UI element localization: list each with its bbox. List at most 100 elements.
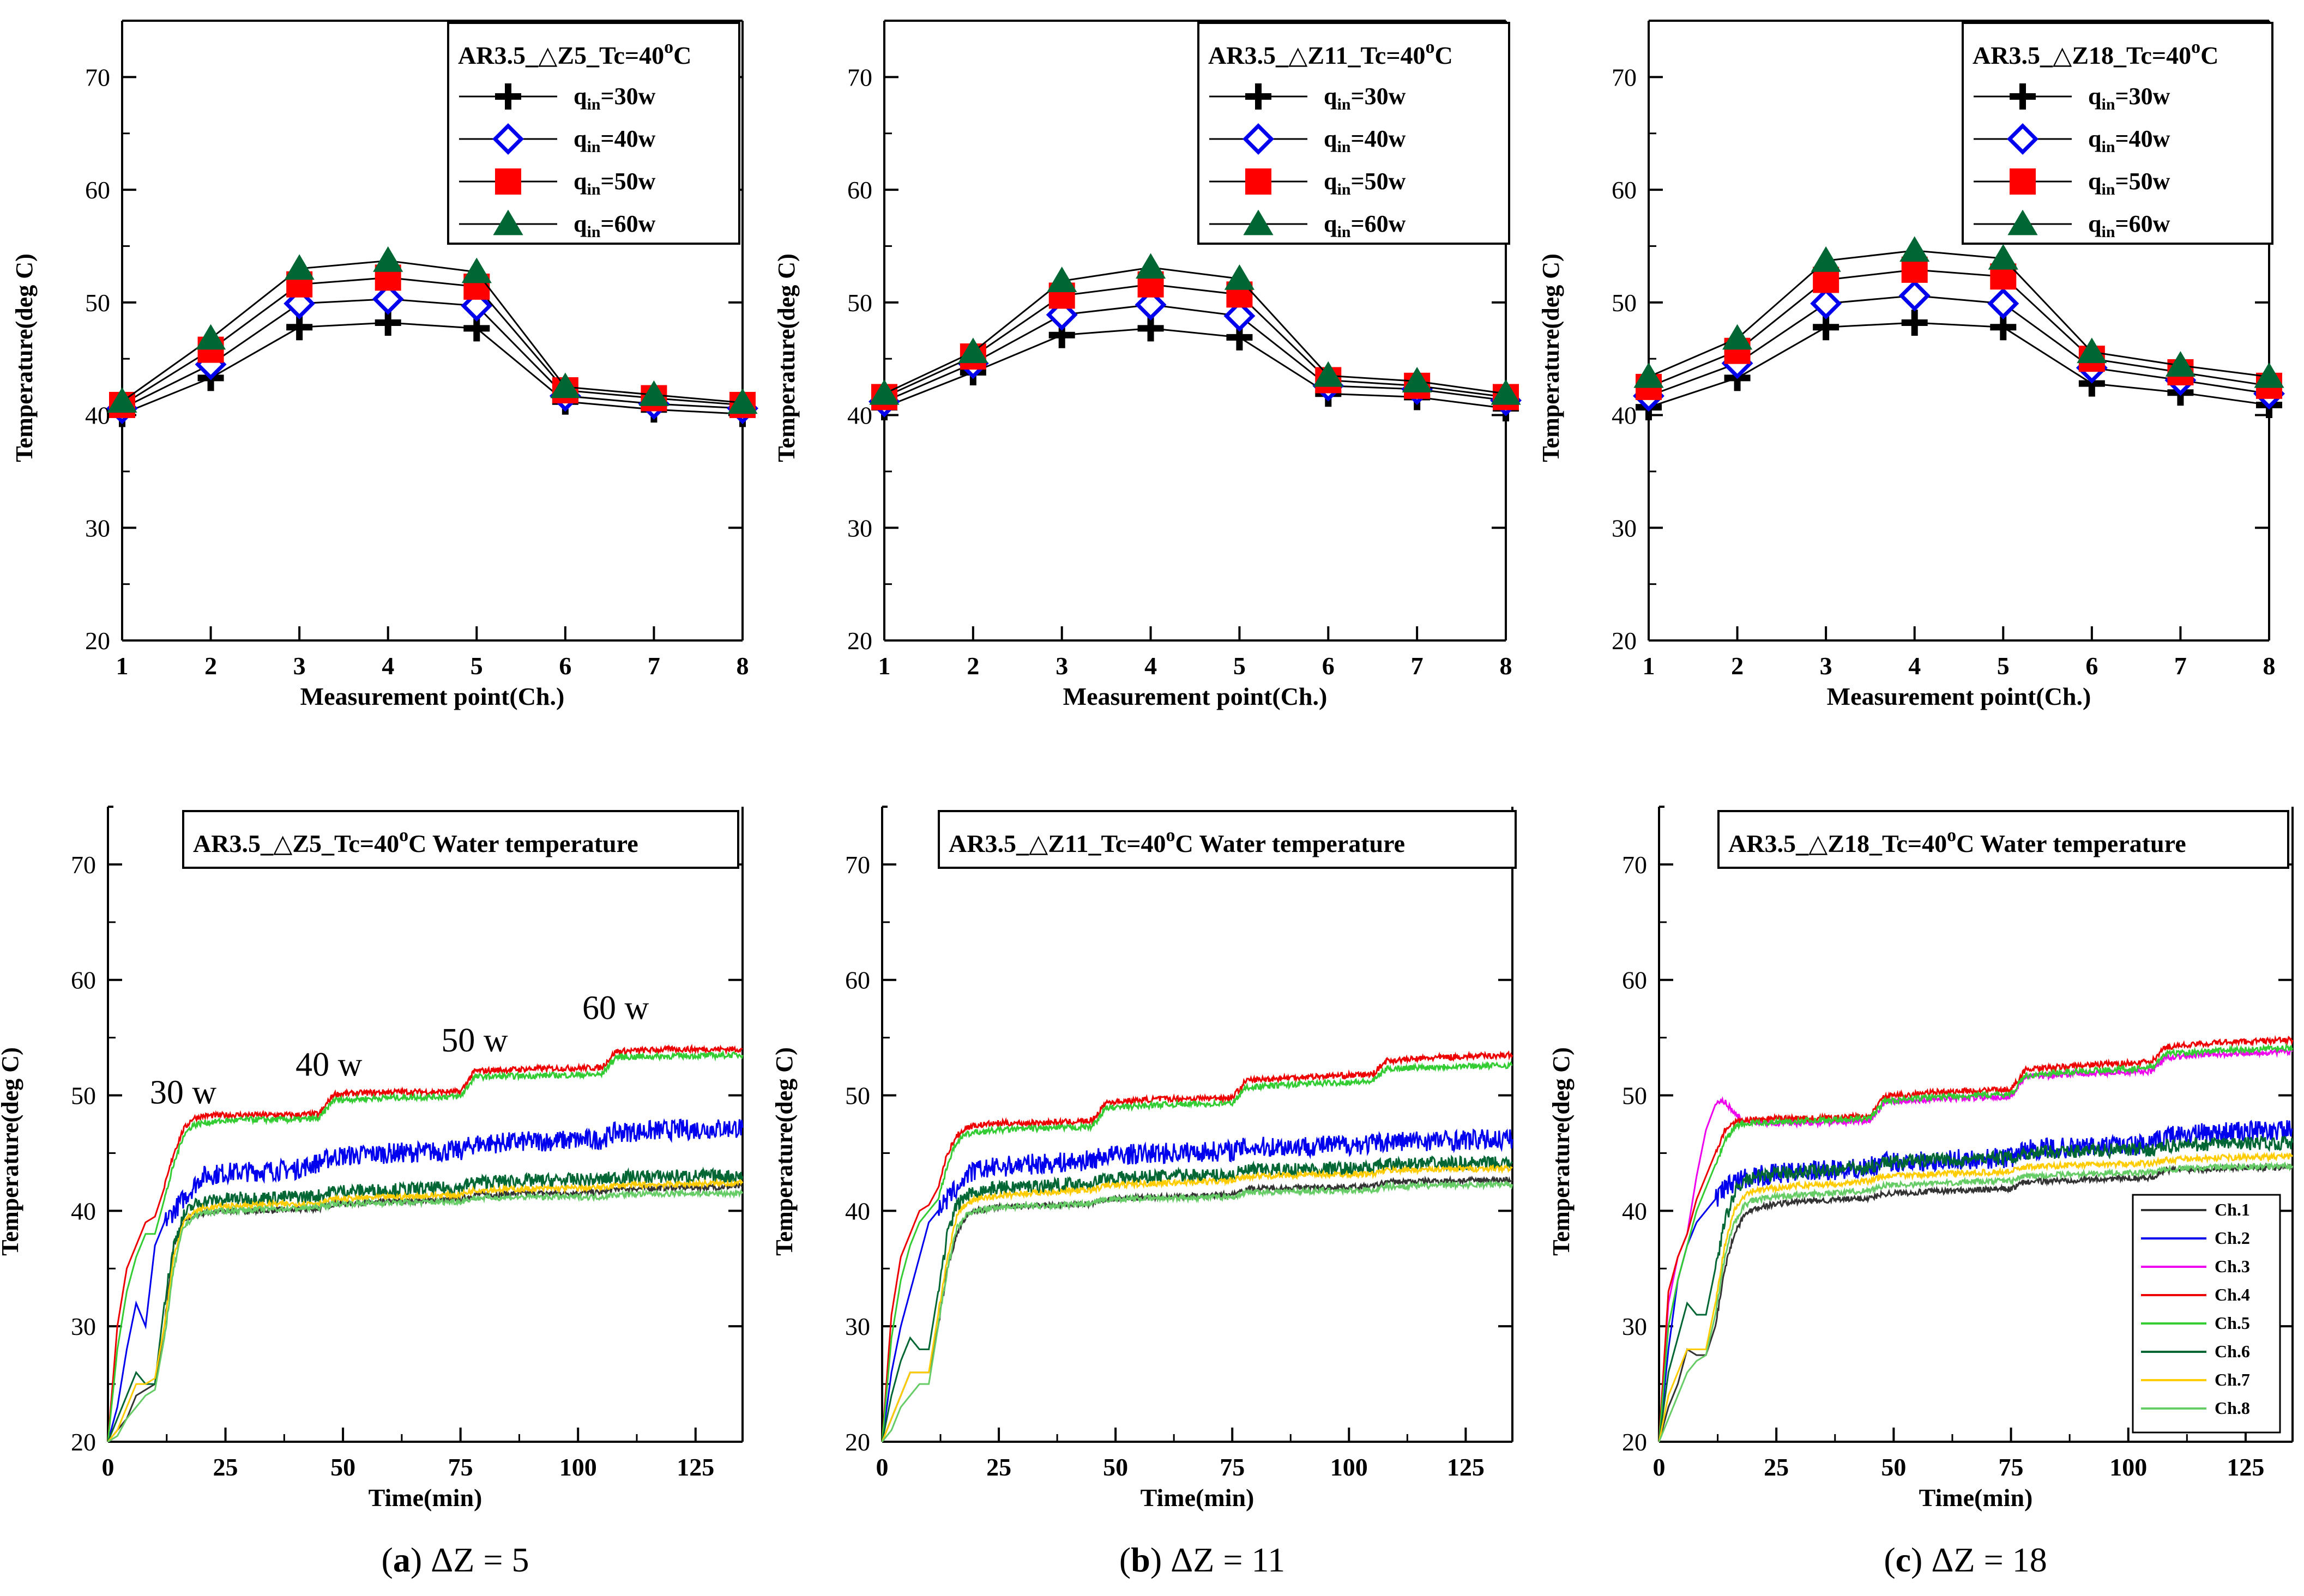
- legend-marker: [1243, 209, 1274, 235]
- data-point: [1047, 267, 1077, 292]
- series-triangle: qin=60w: [107, 209, 758, 414]
- y-tick-label: 50: [847, 289, 872, 317]
- caption-a: (a) ΔZ = 5: [381, 1540, 529, 1579]
- y-tick-label: 20: [845, 1428, 870, 1456]
- series-line-ch5: [1658, 1043, 2294, 1442]
- series-line: [122, 276, 743, 406]
- x-tick-label: 4: [1908, 652, 1921, 680]
- y-tick-label: 30: [845, 1313, 870, 1340]
- x-tick-label: 5: [471, 652, 483, 680]
- y-tick-label: 60: [85, 176, 110, 204]
- series-line-ch8: [881, 1179, 1513, 1442]
- series-line-ch4: [1658, 1035, 2294, 1442]
- series-line: [1648, 269, 2270, 388]
- legend-label: qin=60w: [1324, 210, 1406, 241]
- series-line: [1648, 322, 2270, 408]
- data-point: [1901, 310, 1928, 336]
- x-tick-label: 7: [2174, 652, 2187, 680]
- x-tick-label: 100: [1330, 1453, 1368, 1481]
- series-line: [122, 259, 743, 404]
- x-axis-label: Measurement point(Ch.): [1063, 682, 1328, 710]
- y-tick-label: 70: [845, 851, 870, 879]
- legend-label: Ch.8: [2215, 1398, 2250, 1418]
- data-point: [1899, 236, 1930, 262]
- y-tick-label: 50: [85, 289, 110, 317]
- x-tick-label: 2: [967, 652, 979, 680]
- series-line-ch2: [107, 1118, 744, 1442]
- series-line-ch1: [881, 1175, 1513, 1442]
- y-tick-label: 50: [1612, 289, 1637, 317]
- y-tick-label: 70: [1612, 63, 1637, 91]
- chart-title-box: [447, 22, 740, 245]
- legend-marker: [493, 209, 523, 235]
- series-line: [122, 298, 743, 409]
- y-tick-label: 70: [1622, 851, 1647, 879]
- series-line-ch6: [107, 1166, 744, 1442]
- legend-marker: [1243, 123, 1274, 155]
- data-point: [284, 287, 316, 319]
- data-point: [1223, 300, 1256, 332]
- legend-label: Ch.6: [2215, 1341, 2250, 1361]
- legend-label: qin=40w: [2088, 125, 2170, 156]
- y-tick-label: 30: [71, 1313, 96, 1340]
- y-tick-label: 40: [1612, 402, 1637, 430]
- y-tick-label: 40: [71, 1197, 96, 1225]
- legend-label: qin=30w: [574, 83, 656, 113]
- chart-title: AR3.5_△Z5_Tc=40oC Water temperature: [193, 825, 638, 857]
- legend-marker: [1245, 168, 1271, 195]
- x-tick-label: 0: [1653, 1453, 1666, 1481]
- y-tick-label: 20: [71, 1428, 96, 1456]
- series-line: [1648, 294, 2270, 397]
- series-line: [884, 267, 1506, 395]
- x-tick-label: 5: [1997, 652, 2010, 680]
- data-point: [1135, 289, 1167, 321]
- chart-title-box: [1717, 810, 2289, 869]
- chart-title: AR3.5_△Z18_Tc=40oC Water temperature: [1728, 825, 2186, 857]
- series-line-ch4: [107, 1044, 743, 1442]
- x-tick-label: 0: [102, 1453, 114, 1481]
- legend-label: qin=50w: [2088, 168, 2170, 198]
- legend-label: qin=50w: [574, 168, 656, 198]
- y-tick-label: 50: [1622, 1082, 1647, 1110]
- x-tick-label: 4: [382, 652, 394, 680]
- data-point: [1491, 379, 1521, 405]
- x-tick-label: 6: [1322, 652, 1335, 680]
- legend-marker: [2007, 123, 2038, 155]
- y-tick-label: 20: [1622, 1428, 1647, 1456]
- y-tick-label: 30: [1612, 514, 1637, 542]
- chart-c-bottom: 20 30 40 50 60 70 0 25 50 75 100 125 Time(min) Temper…: [1548, 806, 2294, 1512]
- x-tick-label: 50: [1881, 1453, 1906, 1481]
- x-axis-label: Measurement point(Ch.): [1827, 682, 2091, 710]
- x-tick-label: 2: [204, 652, 217, 680]
- y-tick-label: 60: [1622, 966, 1647, 994]
- x-tick-label: 50: [330, 1453, 355, 1481]
- data-point: [1224, 264, 1255, 290]
- y-axis-label: Temperature(deg C): [773, 253, 800, 462]
- x-axis-label: Measurement point(Ch.): [300, 682, 565, 710]
- x-tick-label: 1: [878, 652, 891, 680]
- data-point: [2077, 337, 2107, 364]
- x-tick-label: 3: [1056, 652, 1068, 680]
- legend-label: qin=40w: [1324, 125, 1406, 156]
- series-line-ch7: [1658, 1151, 2294, 1442]
- legend-label: qin=50w: [1324, 168, 1406, 198]
- x-tick-label: 2: [1731, 652, 1744, 680]
- data-point: [638, 380, 670, 406]
- data-point: [195, 324, 226, 350]
- legend-label: Ch.1: [2215, 1200, 2250, 1219]
- data-point: [958, 337, 988, 364]
- legend-marker: [2010, 83, 2036, 110]
- series-line-ch5: [107, 1049, 744, 1442]
- y-tick-label: 40: [847, 402, 872, 430]
- series-line-ch4: [881, 1050, 1513, 1442]
- legend-label: Ch.5: [2215, 1313, 2250, 1333]
- data-point: [373, 246, 403, 272]
- y-tick-label: 40: [845, 1197, 870, 1225]
- series-triangle: qin=60w: [1633, 209, 2284, 388]
- x-tick-label: 8: [737, 652, 749, 680]
- y-tick-label: 50: [845, 1082, 870, 1110]
- data-point: [1987, 287, 2019, 319]
- x-tick-label: 1: [1643, 652, 1655, 680]
- series-line-ch2: [881, 1128, 1513, 1442]
